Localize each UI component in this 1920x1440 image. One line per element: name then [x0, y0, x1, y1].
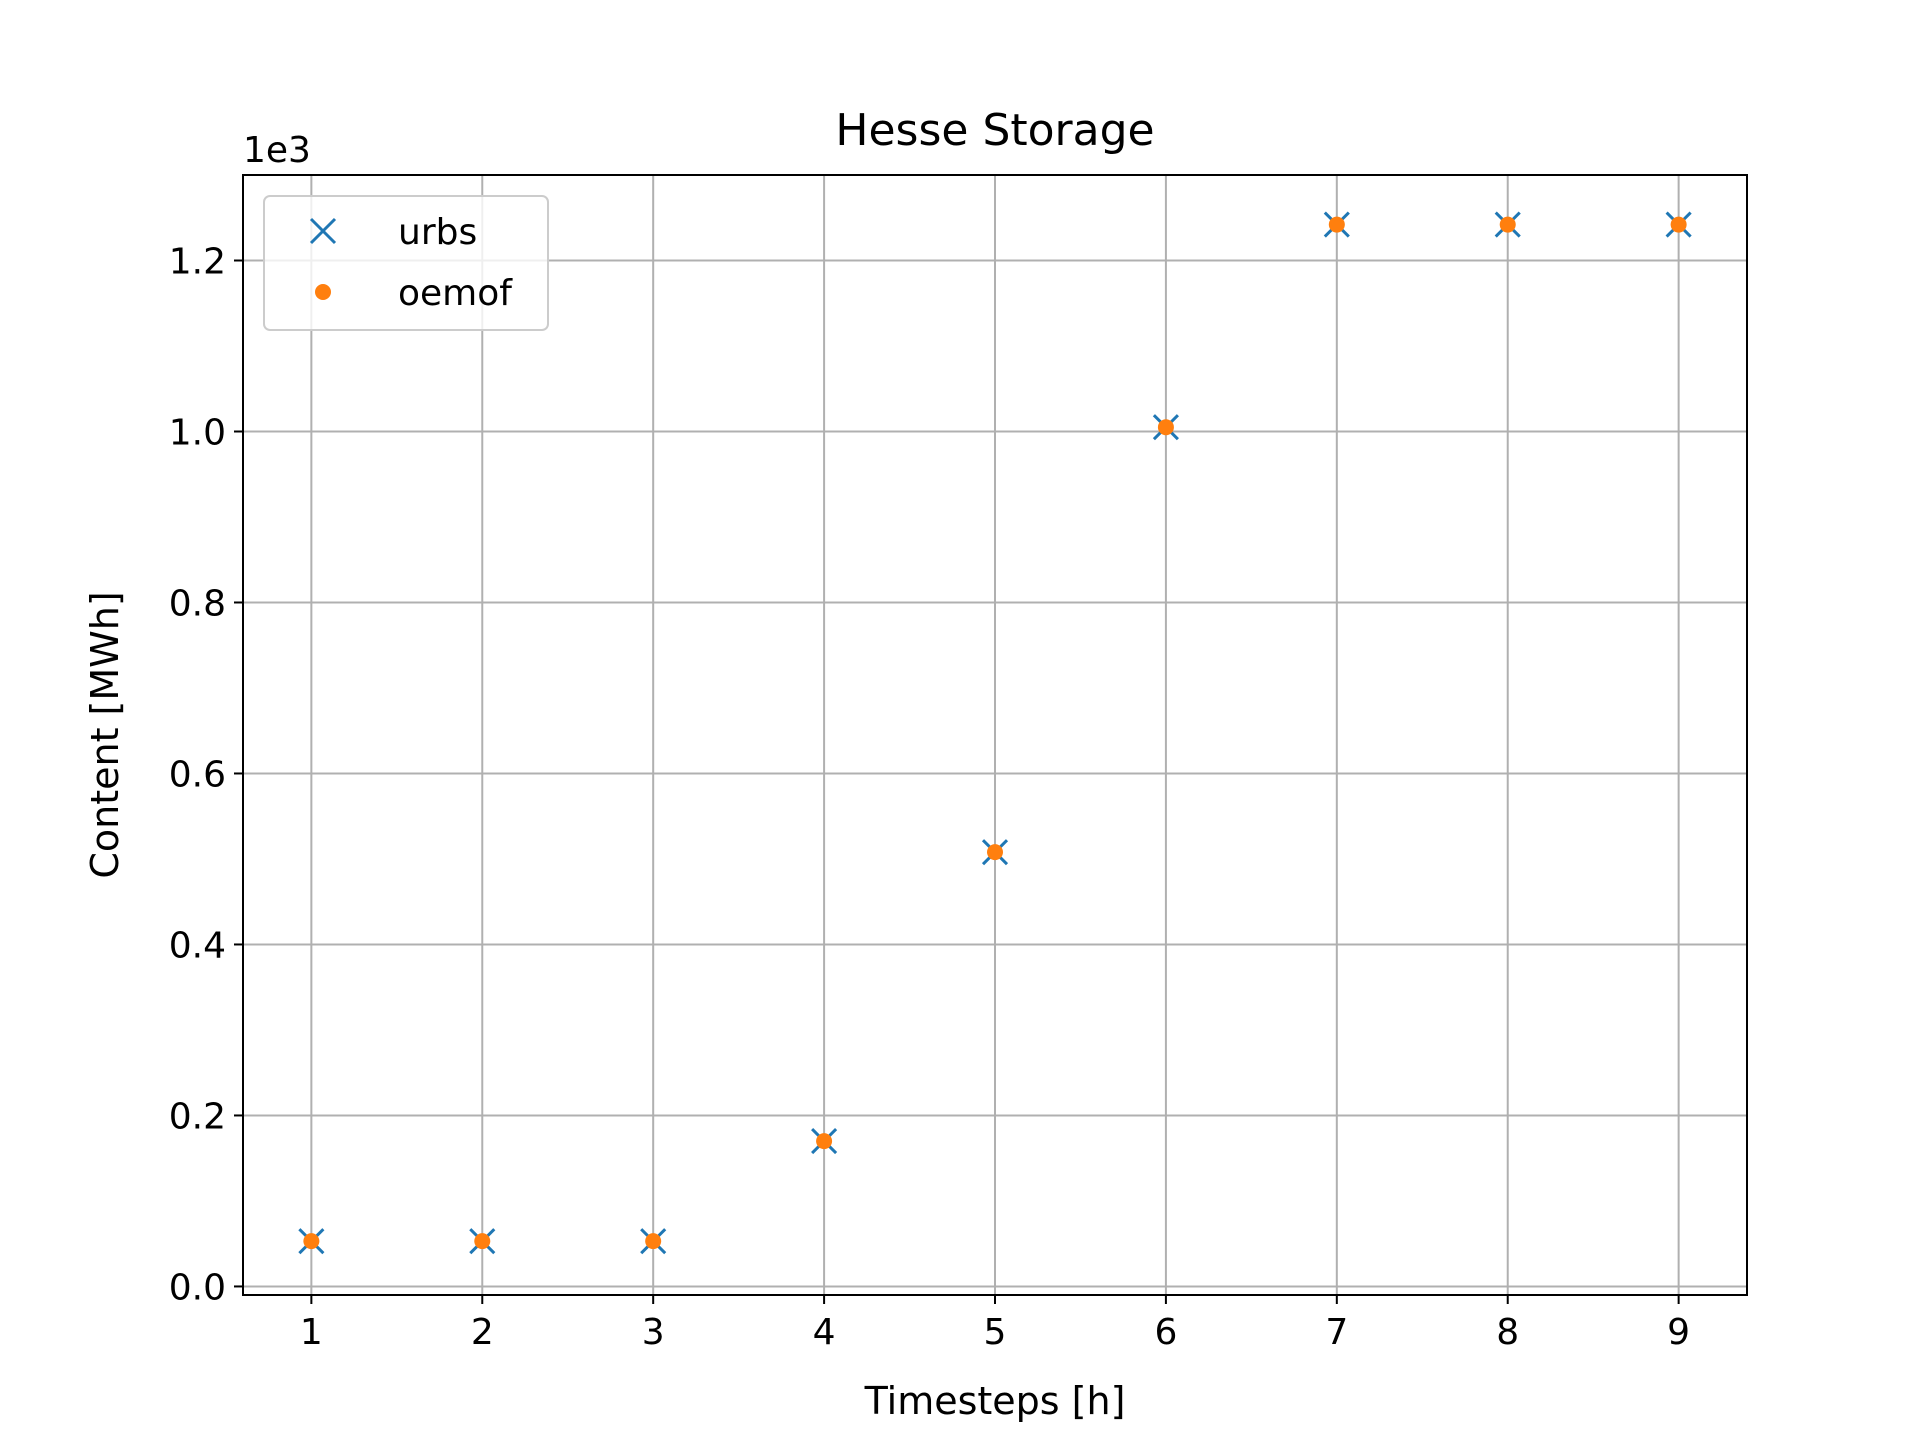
x-tick-label: 4	[813, 1312, 836, 1353]
legend-marker-urbs	[309, 217, 337, 245]
point-oemof	[1499, 216, 1516, 233]
legend-label-oemof: oemof	[398, 273, 513, 314]
ticks: 1 2 3 4 5 6 7 8 9 0.0 0.2 0.4 0.6 0.8 1.0 1.2	[169, 241, 1690, 1353]
x-axis-label: Timesteps [h]	[864, 1379, 1126, 1423]
x-tick-label: 9	[1667, 1312, 1690, 1353]
legend-marker-oemof-glyph	[315, 284, 331, 300]
y-tick-label: 0.8	[169, 583, 226, 624]
y-tick-label: 0.2	[169, 1096, 226, 1137]
legend-marker-urbs-glyph-stroke	[309, 217, 337, 245]
point-oemof	[987, 844, 1003, 861]
legend-marker-oemof	[315, 284, 331, 300]
y-tick-label: 0.6	[169, 754, 226, 795]
legend-label-urbs: urbs	[398, 212, 477, 253]
y-offset-label: 1e3	[243, 130, 311, 171]
x-tick-label: 2	[471, 1312, 494, 1353]
legend: urbs oemof	[263, 195, 549, 331]
data-points	[298, 211, 1692, 1255]
grid	[243, 175, 1747, 1295]
point-oemof	[1157, 419, 1174, 436]
point-oemof	[303, 1233, 320, 1250]
y-axis-label: Content [MWh]	[83, 591, 127, 878]
y-tick-label: 0.0	[169, 1267, 226, 1308]
plot-frame	[242, 174, 1748, 1296]
x-tick-label: 6	[1154, 1312, 1177, 1353]
x-tick-label: 3	[642, 1312, 665, 1353]
x-tick-label: 7	[1325, 1312, 1348, 1353]
point-oemof	[474, 1233, 491, 1250]
point-oemof	[1328, 216, 1345, 233]
point-oemof	[645, 1233, 662, 1250]
x-tick-label: 8	[1496, 1312, 1519, 1353]
y-tick-label: 0.4	[169, 925, 226, 966]
y-tick-label: 1.0	[169, 412, 226, 453]
legend-marker-urbs-glyph	[309, 217, 337, 245]
legend-box	[263, 195, 549, 331]
x-tick-label: 5	[984, 1312, 1007, 1353]
x-tick-label: 1	[300, 1312, 323, 1353]
point-oemof	[816, 1133, 833, 1150]
y-tick-label: 1.2	[169, 241, 226, 282]
point-oemof	[1670, 216, 1687, 233]
chart-title: Hesse Storage	[835, 105, 1154, 156]
